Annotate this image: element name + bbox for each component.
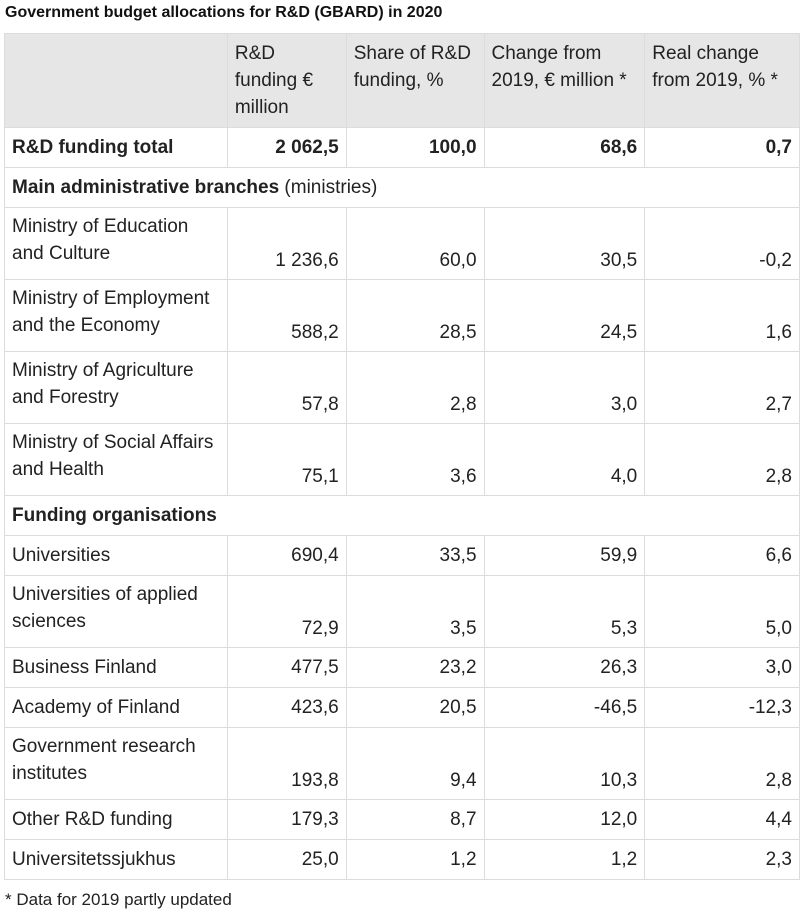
- cell-change: -46,5: [483, 687, 646, 728]
- cell-share: 3,6: [345, 423, 485, 496]
- cell-share: 23,2: [345, 647, 485, 688]
- table-title: Government budget allocations for R&D (G…: [5, 4, 443, 21]
- cell-real-change: -0,2: [644, 207, 800, 280]
- cell-change: 10,3: [483, 727, 646, 800]
- table-body: R&D funding total 2 062,5 100,0 68,6 0,7 Main…: [4, 127, 800, 880]
- cell-share: 28,5: [345, 279, 485, 352]
- cell-funding: 2 062,5: [226, 127, 347, 168]
- cell-real-change: 1,6: [644, 279, 800, 352]
- cell-funding: 1 236,6: [226, 207, 347, 280]
- cell-funding: 179,3: [226, 799, 347, 840]
- cell-funding: 75,1: [226, 423, 347, 496]
- table-row: Ministry of Employment and the Economy 58…: [4, 279, 800, 352]
- cell-funding: 57,8: [226, 351, 347, 424]
- cell-real-change: 0,7: [644, 127, 800, 168]
- row-label: Universities of applied sciences: [4, 575, 228, 648]
- cell-change: 4,0: [483, 423, 646, 496]
- header-row: R&D funding € million Share of R&D fundi…: [4, 33, 800, 128]
- row-label: Academy of Finland: [4, 687, 228, 728]
- section-row: Funding organisations: [4, 495, 800, 536]
- table-row: Ministry of Education and Culture 1 236,6…: [4, 207, 800, 280]
- cell-real-change: 2,3: [644, 839, 800, 880]
- footnote: * Data for 2019 partly updated: [5, 890, 232, 909]
- cell-share: 20,5: [345, 687, 485, 728]
- cell-real-change: 4,4: [644, 799, 800, 840]
- cell-funding: 72,9: [226, 575, 347, 648]
- section-cell: Funding organisations: [4, 495, 800, 536]
- cell-change: 24,5: [483, 279, 646, 352]
- cell-real-change: -12,3: [644, 687, 800, 728]
- table-row: Universities of applied sciences 72,9 3,5 5…: [4, 575, 800, 648]
- table-row: Government research institutes 193,8 9,4 10…: [4, 727, 800, 800]
- table-row: Ministry of Social Affairs and Health 75,…: [4, 423, 800, 496]
- cell-funding: 25,0: [226, 839, 347, 880]
- cell-change: 3,0: [483, 351, 646, 424]
- section-suffix: (ministries): [279, 177, 378, 198]
- cell-share: 1,2: [345, 839, 485, 880]
- cell-change: 68,6: [483, 127, 646, 168]
- cell-change: 26,3: [483, 647, 646, 688]
- table-row: Ministry of Agriculture and Forestry 57,8…: [4, 351, 800, 424]
- table-row: Other R&D funding 179,3 8,7 12,0 4,4: [4, 799, 800, 840]
- cell-share: 60,0: [345, 207, 485, 280]
- cell-share: 33,5: [345, 535, 485, 576]
- row-label: Ministry of Employment and the Economy: [4, 279, 228, 352]
- row-label: Universities: [4, 535, 228, 576]
- row-label: R&D funding total: [4, 127, 228, 168]
- cell-share: 9,4: [345, 727, 485, 800]
- cell-change: 30,5: [483, 207, 646, 280]
- cell-change: 5,3: [483, 575, 646, 648]
- total-row: R&D funding total 2 062,5 100,0 68,6 0,7: [4, 127, 800, 168]
- row-label: Ministry of Education and Culture: [4, 207, 228, 280]
- cell-funding: 690,4: [226, 535, 347, 576]
- cell-real-change: 6,6: [644, 535, 800, 576]
- header-funding: R&D funding € million: [226, 33, 347, 128]
- section-title: Funding organisations: [12, 505, 217, 526]
- table-row: Universities 690,4 33,5 59,9 6,6: [4, 535, 800, 576]
- cell-real-change: 2,8: [644, 727, 800, 800]
- header-real-change: Real change from 2019, % *: [644, 33, 800, 128]
- section-title: Main administrative branches: [12, 177, 280, 198]
- cell-real-change: 3,0: [644, 647, 800, 688]
- row-label: Ministry of Agriculture and Forestry: [4, 351, 228, 424]
- row-label: Business Finland: [4, 647, 228, 688]
- table-row: Business Finland 477,5 23,2 26,3 3,0: [4, 647, 800, 688]
- cell-share: 8,7: [345, 799, 485, 840]
- cell-change: 1,2: [483, 839, 646, 880]
- cell-share: 2,8: [345, 351, 485, 424]
- cell-funding: 477,5: [226, 647, 347, 688]
- cell-real-change: 2,8: [644, 423, 800, 496]
- row-label: Ministry of Social Affairs and Health: [4, 423, 228, 496]
- table-row: Universitetssjukhus 25,0 1,2 1,2 2,3: [4, 839, 800, 880]
- section-cell: Main administrative branches (ministries…: [4, 167, 800, 208]
- cell-change: 12,0: [483, 799, 646, 840]
- header-share: Share of R&D funding, %: [345, 33, 485, 128]
- cell-funding: 588,2: [226, 279, 347, 352]
- header-empty: [4, 33, 228, 128]
- row-label: Universitetssjukhus: [4, 839, 228, 880]
- gbard-table: R&D funding € million Share of R&D fundi…: [4, 33, 800, 880]
- cell-real-change: 5,0: [644, 575, 800, 648]
- section-row: Main administrative branches (ministries…: [4, 167, 800, 208]
- cell-funding: 423,6: [226, 687, 347, 728]
- cell-funding: 193,8: [226, 727, 347, 800]
- row-label: Government research institutes: [4, 727, 228, 800]
- table-row: Academy of Finland 423,6 20,5 -46,5 -12,3: [4, 687, 800, 728]
- cell-change: 59,9: [483, 535, 646, 576]
- cell-share: 3,5: [345, 575, 485, 648]
- header-change: Change from 2019, € million *: [483, 33, 646, 128]
- row-label: Other R&D funding: [4, 799, 228, 840]
- cell-real-change: 2,7: [644, 351, 800, 424]
- cell-share: 100,0: [345, 127, 485, 168]
